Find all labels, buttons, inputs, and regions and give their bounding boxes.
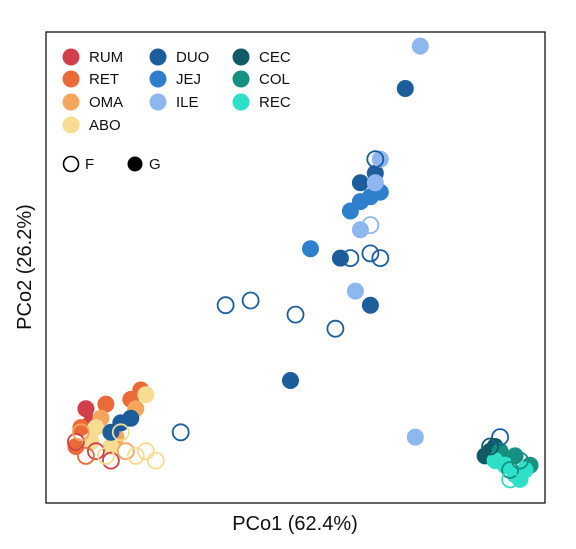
legend-label-cec: CEC (259, 49, 291, 66)
y-axis-title: PCo2 (26.2%) (14, 204, 36, 330)
point-ile-g (406, 428, 424, 446)
point-rec-g (511, 470, 529, 488)
point-col-f (511, 451, 529, 470)
point-duo-f (491, 428, 510, 447)
legend-label-duo: DUO (176, 49, 209, 66)
point-rum-f (87, 442, 105, 461)
point-duo-g (282, 372, 299, 389)
point-abo-f (146, 451, 165, 470)
legend-label-oma: OMA (89, 94, 123, 111)
point-ile-g (346, 282, 364, 300)
point-duo-f (286, 305, 305, 324)
legend-label-rec: REC (259, 94, 291, 111)
point-duo-g (102, 423, 120, 441)
point-duo-g (122, 409, 140, 427)
legend-label-col: COL (259, 71, 290, 88)
point-abo-g (87, 419, 105, 437)
point-abo-g (137, 386, 155, 404)
legend-label-ile: ILE (176, 94, 199, 111)
legend-swatch-ile (149, 93, 167, 111)
point-ret-g (97, 395, 115, 413)
point-duo-f (216, 296, 235, 315)
point-ile-g (351, 221, 369, 239)
point-col-f (501, 461, 520, 479)
legend-shape-label-f: F (85, 156, 94, 173)
legend-label-jej: JEJ (176, 71, 201, 88)
point-ile-f (361, 216, 380, 235)
point-duo-f (366, 150, 385, 169)
legend-swatch-duo (149, 48, 167, 66)
point-duo-g (361, 296, 379, 314)
legend-label-rum: RUM (89, 49, 123, 66)
legend: RUM RET OMA ABO DUO JEJ ILE CEC COL REC F G (62, 48, 291, 173)
point-jej-g (361, 188, 379, 206)
point-rum-f (67, 432, 85, 451)
point-abo-f (136, 442, 155, 461)
point-ile-g (411, 37, 429, 55)
point-ile-g (371, 150, 389, 168)
point-duo-g (351, 174, 369, 192)
point-duo-f (326, 319, 345, 338)
point-rec-f (501, 470, 520, 489)
point-duo-g (396, 80, 414, 97)
x-axis-title: PCo1 (62.4%) (232, 513, 358, 535)
points-layer (67, 37, 539, 489)
point-rum-f (102, 451, 120, 470)
legend-label-ret: RET (89, 71, 119, 88)
legend-swatch-oma (62, 93, 80, 111)
point-duo-f (361, 244, 380, 263)
point-ret-f (77, 446, 95, 465)
point-abo-f (126, 446, 145, 465)
point-rum-g (77, 400, 95, 418)
legend-swatch-rum (62, 48, 80, 66)
legend-shape-g (127, 156, 143, 172)
point-oma-f (116, 442, 135, 461)
legend-label-abo: ABO (89, 117, 121, 134)
legend-swatch-jej (149, 70, 167, 88)
legend-shape-f (62, 155, 80, 173)
point-duo-f (371, 249, 390, 268)
point-jej-g (302, 240, 319, 258)
plot-frame (45, 31, 546, 504)
legend-shape-label-g: G (149, 156, 161, 173)
point-duo-f (341, 249, 360, 268)
point-abo-f (111, 423, 130, 442)
point-abo-f (97, 446, 115, 465)
legend-swatch-col (232, 70, 250, 88)
point-oma-f (72, 423, 90, 442)
legend-swatch-rec (232, 93, 250, 111)
point-ile-g (366, 174, 384, 192)
point-duo-f (241, 291, 260, 310)
legend-swatch-ret (62, 70, 80, 88)
point-duo-f (171, 423, 190, 442)
point-cec-f (481, 437, 500, 456)
legend-swatch-cec (232, 48, 250, 66)
legend-swatch-abo (62, 116, 80, 134)
